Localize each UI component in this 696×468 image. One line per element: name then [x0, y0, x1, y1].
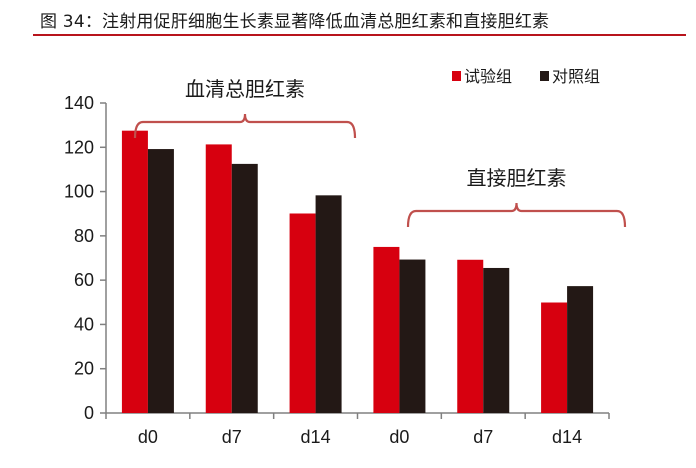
bar-control — [147, 149, 174, 414]
bar-control — [567, 286, 594, 413]
bar-control — [315, 195, 342, 413]
legend-swatch-control — [540, 71, 549, 81]
y-tick-label: 60 — [74, 270, 94, 290]
y-tick-label: 80 — [74, 226, 94, 246]
y-tick-label: 100 — [64, 182, 94, 202]
bar-trial — [289, 213, 316, 413]
legend-label-control: 对照组 — [552, 67, 600, 86]
x-category-label: d0 — [138, 427, 158, 447]
y-tick-label: 120 — [64, 137, 94, 157]
y-tick-label: 140 — [64, 93, 94, 113]
bar-trial — [121, 130, 148, 413]
y-axis: 0 20 40 60 80 100 120 140 — [64, 93, 107, 423]
serum-total-bilirubin-bracket — [133, 113, 357, 139]
x-category-label: d7 — [473, 427, 493, 447]
x-axis: d0 d7 d14 d0 d7 d14 — [105, 412, 610, 447]
x-category-label: d14 — [552, 427, 582, 447]
bar-control — [399, 259, 426, 413]
bar-control — [483, 267, 510, 413]
bar-trial — [541, 302, 568, 413]
y-tick-label: 20 — [74, 359, 94, 379]
direct-bilirubin-label: 直接胆红素 — [467, 166, 567, 190]
x-category-label: d14 — [301, 427, 331, 447]
title-underline — [33, 34, 686, 36]
x-category-label: d0 — [389, 427, 409, 447]
y-tick-label: 40 — [74, 314, 94, 334]
bar-trial — [457, 259, 484, 413]
legend-swatch-trial — [452, 71, 461, 81]
legend: 试验组 对照组 — [452, 67, 600, 86]
bar-control — [231, 163, 258, 413]
bars — [121, 130, 594, 414]
y-tick-label: 0 — [84, 403, 94, 423]
legend-label-trial: 试验组 — [464, 67, 512, 86]
figure-title: 图 34：注射用促肝细胞生长素显著降低血清总胆红素和直接胆红素 — [40, 12, 550, 32]
bar-trial — [373, 246, 400, 413]
x-category-label: d7 — [222, 427, 242, 447]
direct-bilirubin-bracket — [406, 202, 627, 228]
bar-trial — [205, 144, 232, 413]
serum-total-bilirubin-label: 血清总胆红素 — [185, 77, 305, 101]
